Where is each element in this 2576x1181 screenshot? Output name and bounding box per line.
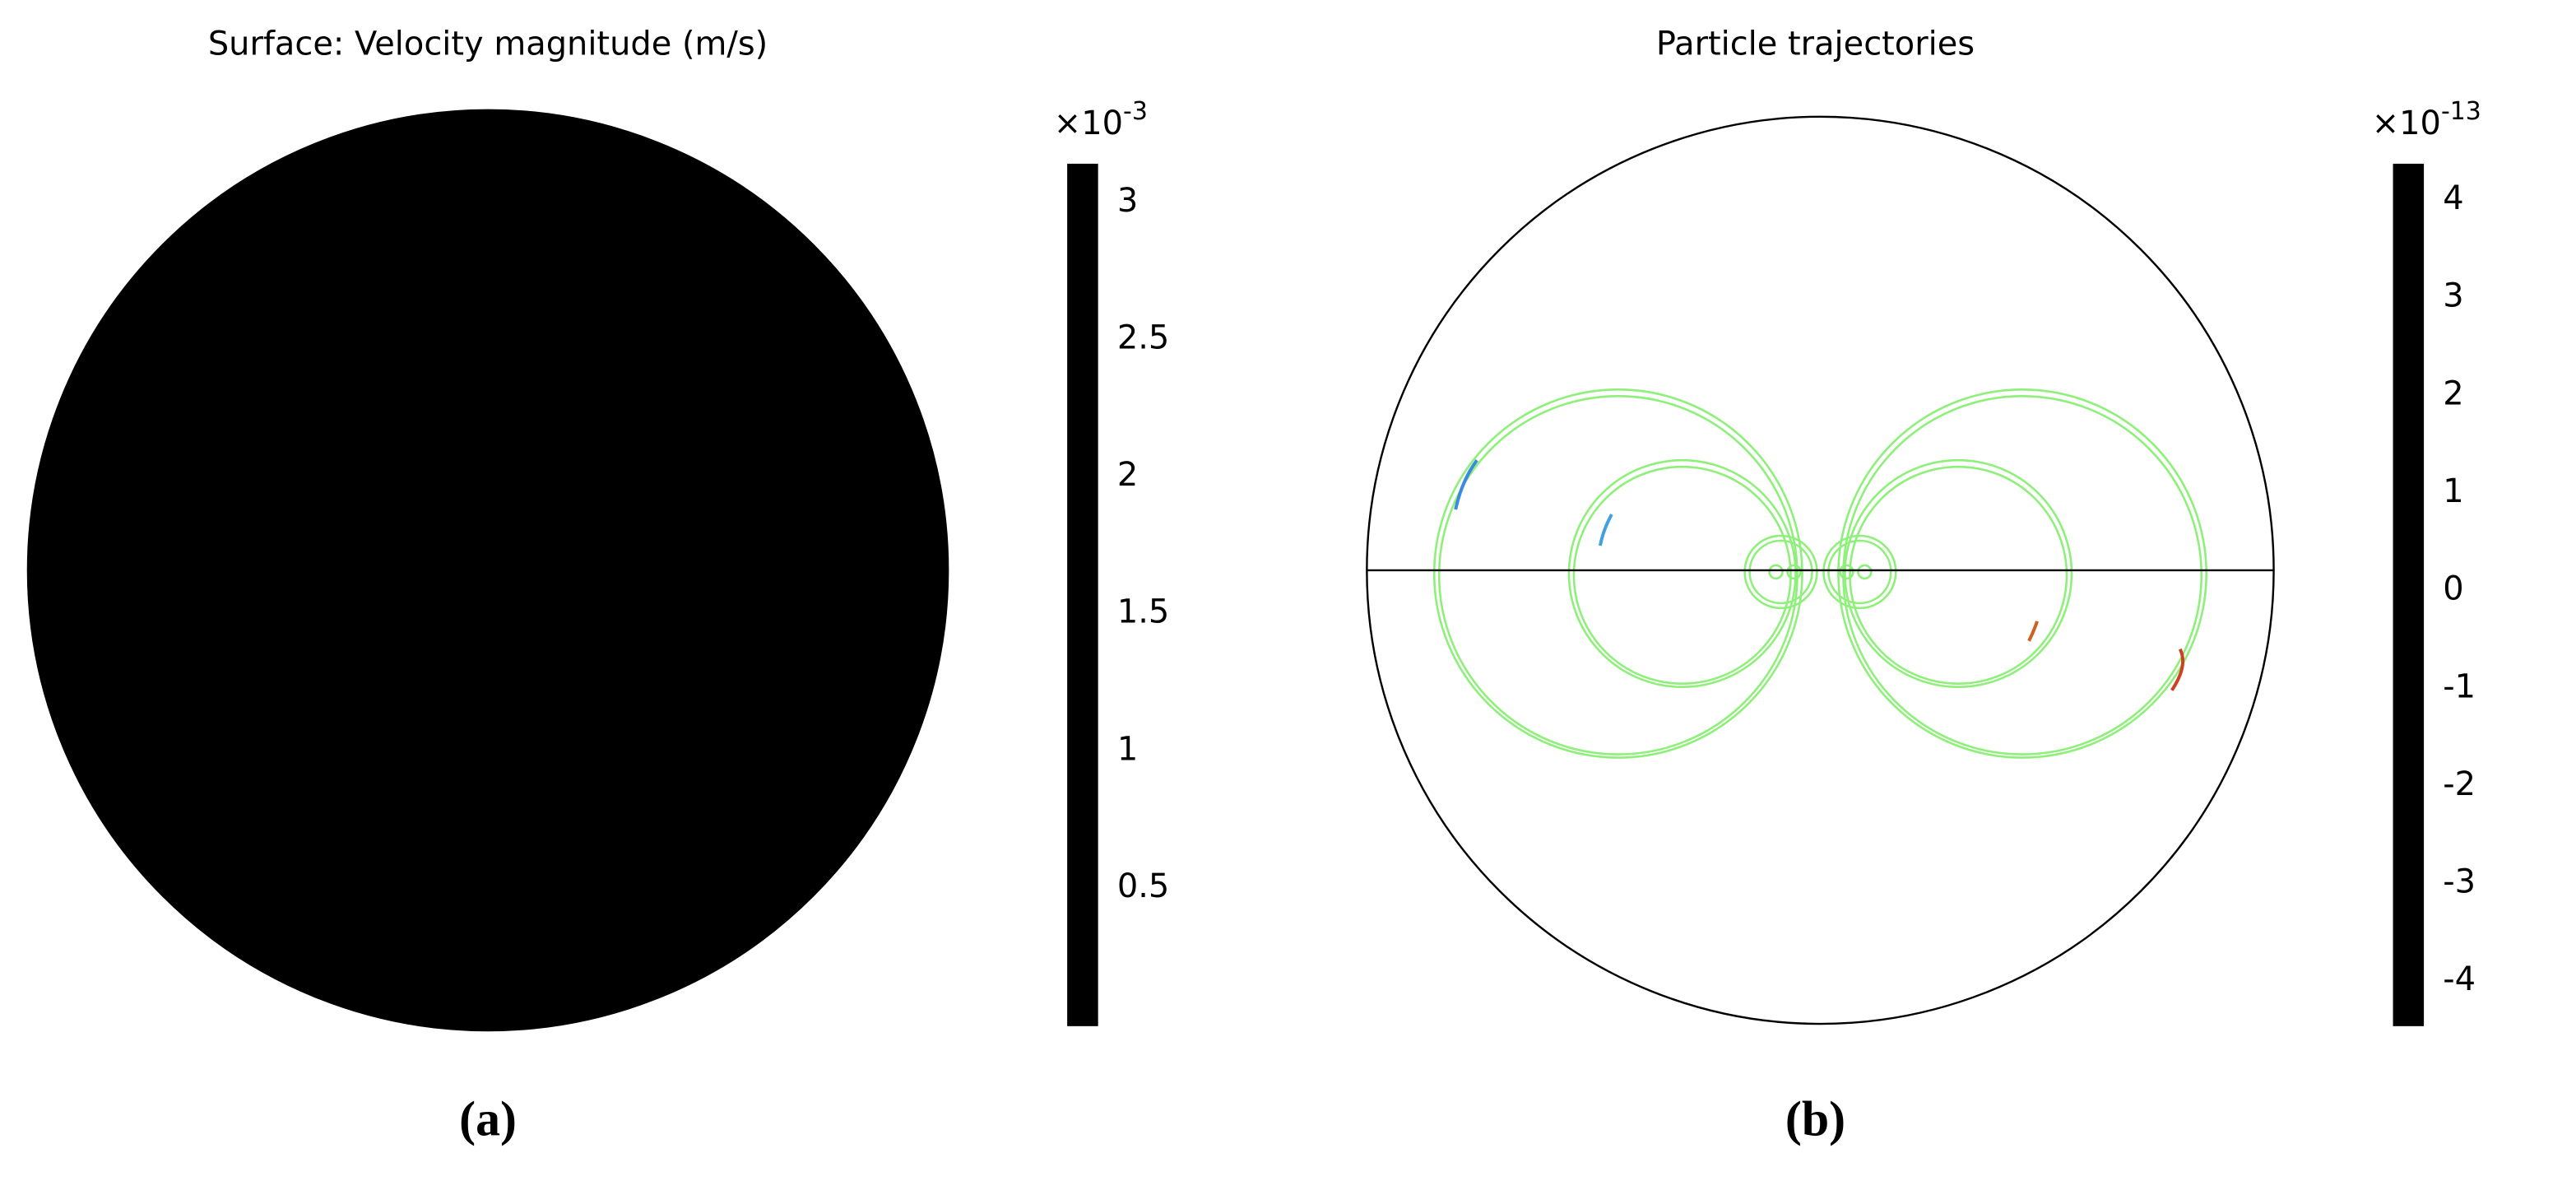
colorbar-scale: ×10-13 [2372,96,2481,142]
colorbar-tick-label: -1 [2443,667,2476,705]
colorbar-tick-label: 3 [2443,277,2463,315]
colorbar-tick-label: -2 [2443,765,2476,803]
trajectory [1842,394,2203,756]
colorbar-scale-base: ×10 [2372,104,2441,142]
colorbar-scale-exponent: -3 [1123,96,1148,125]
colorbar [1067,163,1098,1026]
colorbar-tick-label: 1 [2443,472,2463,510]
trajectory [1837,388,2208,759]
trajectory [1437,394,1799,756]
trajectory [1743,534,1818,610]
panel-title: Particle trajectories [1656,25,1975,63]
colorbar-tick-label: 1 [1117,730,1138,768]
colorbar-tick-label: -3 [2443,863,2476,901]
colorbar-tick-label: 0.5 [1117,867,1170,905]
colorbar-tick-label: 2 [2443,374,2463,412]
panel-title: Surface: Velocity magnitude (m/s) [208,25,768,63]
colorbar-scale-exponent: -13 [2441,96,2481,125]
trajectory [1839,564,1854,580]
trajectory [1844,458,2073,689]
trajectory [1827,539,1892,605]
caption: (a) [459,1092,517,1146]
trajectory-highlight [1598,514,1613,546]
trajectory [1768,564,1784,580]
colorbar-scale-base: ×10 [1054,104,1123,142]
trajectory [1572,465,1792,686]
trajectory-highlight [2170,648,2185,691]
trajectory [1748,539,1813,605]
colorbar-tick-label: 1.5 [1117,593,1170,631]
colorbar-tick-label: 2.5 [1117,318,1170,356]
caption: (b) [1785,1092,1845,1146]
colorbar-tick-label: 2 [1117,456,1138,494]
trajectory-highlight [2027,621,2039,642]
trajectory [1786,564,1802,580]
colorbar-tick-label: 3 [1117,182,1138,220]
trajectory [1849,465,2068,686]
panel-a: Surface: Velocity magnitude (m/s) (a) 0.5 1… [26,25,1170,1146]
trajectory [1857,564,1873,580]
trajectory [1432,388,1803,759]
trajectories [1432,388,2208,759]
trajectory [1822,534,1897,610]
colorbar [2393,163,2425,1026]
colorbar-tick-label: 4 [2443,179,2463,217]
colorbar-tick-label: 0 [2443,570,2463,608]
trajectory [1567,458,1797,689]
trajectory-highlight [1454,458,1478,510]
panel-b: Particle trajectories(b)-4-3-2-101234×10… [1366,25,2481,1146]
colorbar-scale: ×10-3 [1054,96,1148,142]
colorbar-tick-label: -4 [2443,960,2476,998]
